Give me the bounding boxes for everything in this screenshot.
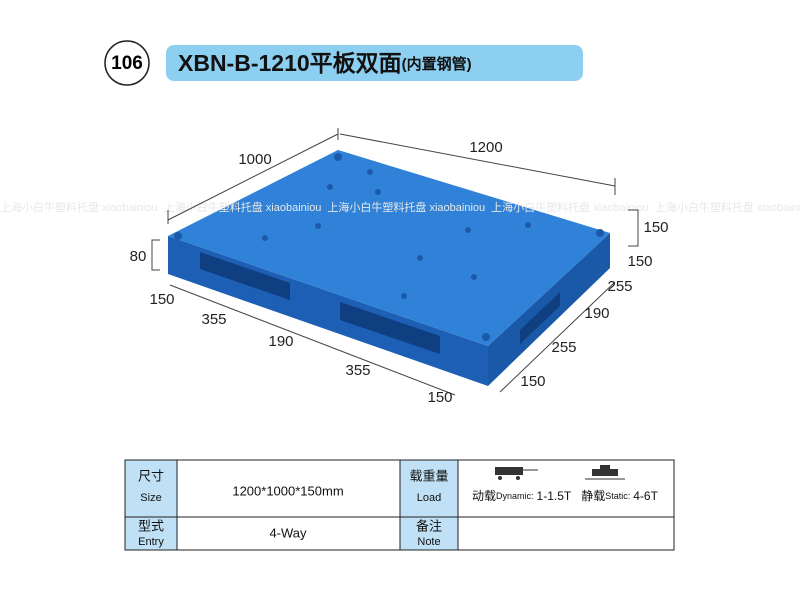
badge	[104, 40, 150, 86]
title: XBN-B-1210平板双面(内置钢管)	[178, 50, 472, 76]
watermark-text: 上海小白牛塑料托盘 xiaobainiou	[164, 200, 322, 214]
dynamic-en: Dynamic:	[496, 491, 534, 501]
dimension-label: 150	[427, 389, 452, 406]
model-number: 106	[111, 53, 143, 74]
dimension-label: 255	[607, 278, 632, 295]
dimension-label: 150	[643, 219, 668, 236]
dimension-label: 355	[345, 362, 370, 379]
dimension-label: 150	[627, 253, 652, 270]
cell-label: 载重量	[409, 468, 448, 483]
dimension-label: 150	[149, 291, 174, 308]
load-values: 动载Dynamic: 1-1.5T 静载Static: 4-6T	[472, 489, 659, 503]
watermark: 上海小白牛塑料托盘 xiaobainiou 上海小白牛塑料托盘 xiaobaini…	[0, 200, 800, 214]
dimension-label: 255	[551, 339, 576, 356]
dimension-label: 80	[130, 248, 147, 265]
pallet	[168, 150, 610, 386]
title-banner	[166, 45, 583, 81]
dimension-label: 1200	[469, 139, 502, 156]
dimension-label: 190	[268, 333, 293, 350]
dynamic: 动载	[472, 489, 496, 503]
cell-label-en: Entry	[138, 536, 164, 548]
dynamic-value: 1-1.5T	[537, 489, 572, 503]
dimension-label: 1000	[238, 151, 271, 168]
static: 静载	[581, 489, 605, 503]
static-en: Static:	[605, 491, 630, 501]
cell-label-en: Size	[140, 492, 161, 504]
watermark-text: 上海小白牛塑料托盘 xiaobainiou	[655, 200, 800, 214]
title-main: XBN-B-1210平板双面	[178, 50, 402, 76]
dimension-label: 190	[584, 305, 609, 322]
load-icons	[495, 465, 625, 480]
spec-table	[124, 459, 675, 551]
cell-value: 4-Way	[269, 525, 307, 540]
dimension-lines	[151, 128, 639, 396]
dimension-label: 355	[201, 311, 226, 328]
cell-label: 尺寸	[138, 468, 164, 483]
cell-label: 型式	[138, 518, 164, 533]
dimension-label: 150	[520, 373, 545, 390]
watermark-text: 上海小白牛塑料托盘 xiaobainiou	[491, 200, 649, 214]
cell-label-en: Load	[417, 492, 441, 504]
watermark-text: 上海小白牛塑料托盘 xiaobainiou	[0, 200, 158, 214]
title-sub: (内置钢管)	[402, 55, 472, 73]
cell-label: 备注	[416, 518, 442, 533]
watermark-text: 上海小白牛塑料托盘 xiaobainiou	[327, 200, 485, 214]
cell-value: 1200*1000*150mm	[232, 483, 343, 498]
static-value: 4-6T	[633, 489, 658, 503]
cell-label-en: Note	[417, 536, 440, 548]
